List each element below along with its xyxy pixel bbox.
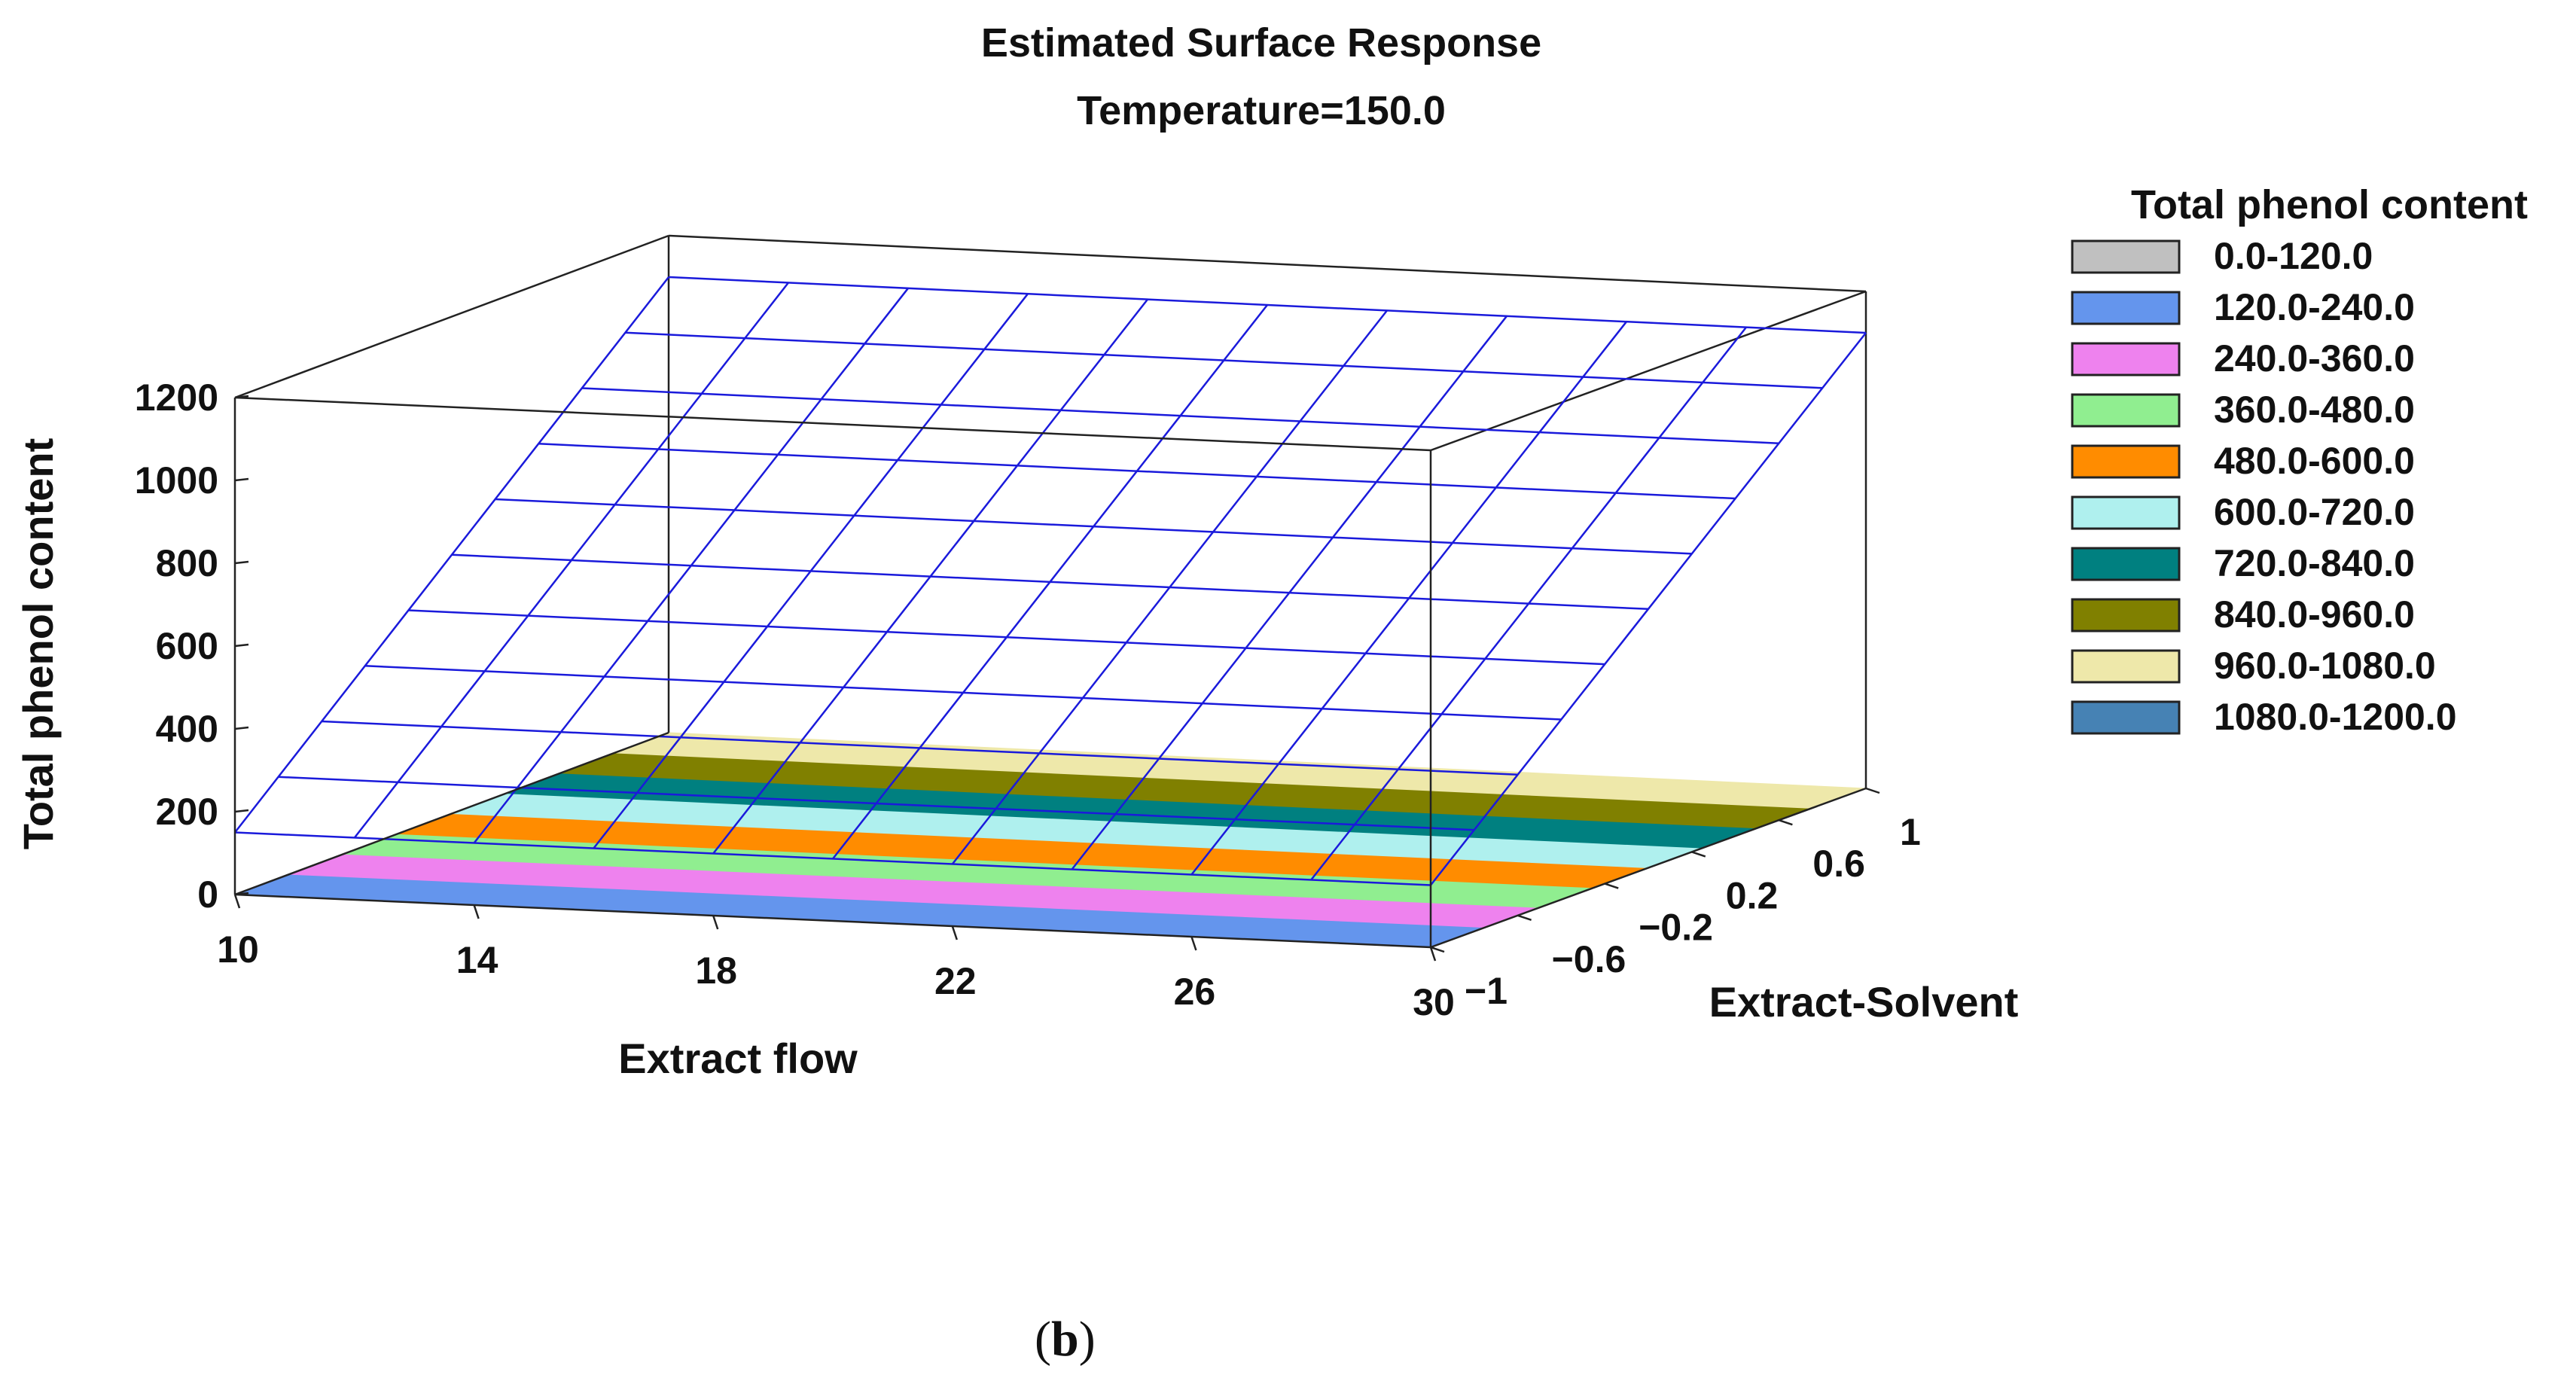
legend-swatch xyxy=(2071,342,2181,376)
figure-caption: (b) xyxy=(1035,1312,1096,1367)
box-edge xyxy=(1430,290,1867,452)
legend-swatch xyxy=(2071,547,2181,581)
y-tick xyxy=(1691,851,1706,858)
x-tick xyxy=(712,915,719,930)
y-tick xyxy=(1517,914,1532,921)
mesh-line xyxy=(408,609,1605,666)
x-tick-label: 22 xyxy=(934,960,977,1002)
plot-box-back xyxy=(234,234,1867,788)
surface-mesh xyxy=(234,276,1867,886)
mesh-line xyxy=(278,776,1474,831)
mesh-line xyxy=(625,331,1823,389)
z-tick-label: 200 xyxy=(156,791,218,833)
x-tick-label: 26 xyxy=(1174,971,1216,1013)
y-tick xyxy=(1604,882,1619,889)
z-tick-label: 0 xyxy=(197,873,218,916)
legend-swatch xyxy=(2071,239,2181,274)
z-tick xyxy=(234,560,249,565)
z-tick xyxy=(234,726,249,730)
z-tick xyxy=(234,395,249,399)
mesh-line xyxy=(538,443,1736,500)
y-tick-label: 0.6 xyxy=(1812,843,1865,885)
y-tick-label: 1 xyxy=(1900,811,1921,853)
x-tick-label: 30 xyxy=(1413,981,1455,1023)
legend-label: 120.0-240.0 xyxy=(2214,286,2415,328)
chart-title: Estimated Surface Response xyxy=(981,20,1541,66)
y-tick-label: −0.2 xyxy=(1639,907,1713,949)
z-tick xyxy=(234,477,249,482)
legend-swatch xyxy=(2071,649,2181,684)
box-edge xyxy=(1430,787,1867,949)
z-tick xyxy=(234,809,249,813)
legend-label: 840.0-960.0 xyxy=(2214,593,2415,636)
legend-swatch xyxy=(2071,598,2181,633)
y-tick-label: 0.2 xyxy=(1726,874,1779,916)
chart-subtitle: Temperature=150.0 xyxy=(1077,88,1446,133)
z-tick xyxy=(234,643,249,648)
x-axis-label: Extract flow xyxy=(618,1035,858,1082)
x-tick xyxy=(233,894,241,909)
x-tick xyxy=(1429,947,1437,962)
legend-swatch xyxy=(2071,700,2181,735)
axis-ticks: 0 200 400 600 800 1000 1200 10 14 18 22 26 30 −1 −0.6−… xyxy=(135,376,1921,1023)
y-tick-label: −1 xyxy=(1465,970,1507,1012)
x-tick xyxy=(951,925,958,940)
z-axis-label: Total phenol content xyxy=(14,438,62,849)
legend-label: 480.0-600.0 xyxy=(2214,440,2415,482)
mesh-line xyxy=(234,831,1431,886)
mesh-line xyxy=(234,276,669,834)
box-edge xyxy=(668,234,1867,293)
legend-swatch xyxy=(2071,393,2181,428)
y-axis-label: Extract-Solvent xyxy=(1709,978,2019,1026)
z-tick-label: 1000 xyxy=(135,459,218,501)
legend-swatch xyxy=(2071,495,2181,530)
legend-swatch xyxy=(2071,291,2181,325)
box-edge xyxy=(234,731,669,896)
legend-label: 0.0-120.0 xyxy=(2214,235,2373,277)
x-tick xyxy=(473,904,480,919)
box-edge xyxy=(234,893,1431,949)
legend-label: 360.0-480.0 xyxy=(2214,389,2415,431)
x-tick-label: 18 xyxy=(695,950,737,992)
x-tick xyxy=(1190,936,1197,951)
legend-swatch xyxy=(2071,444,2181,479)
y-tick xyxy=(1430,946,1445,953)
mesh-line xyxy=(322,720,1518,776)
y-tick xyxy=(1779,819,1793,826)
mesh-line xyxy=(364,665,1562,721)
x-tick-label: 14 xyxy=(456,939,498,981)
z-tick-label: 600 xyxy=(156,625,218,667)
y-tick xyxy=(1865,787,1880,794)
x-tick-label: 10 xyxy=(217,928,259,971)
box-edge xyxy=(234,396,1431,452)
legend-label: 720.0-840.0 xyxy=(2214,542,2415,584)
y-tick-label: −0.6 xyxy=(1552,938,1626,980)
z-tick-label: 400 xyxy=(156,708,218,750)
z-tick-label: 1200 xyxy=(135,376,218,419)
mesh-line xyxy=(451,553,1649,611)
z-tick-label: 800 xyxy=(156,542,218,584)
legend-label: 240.0-360.0 xyxy=(2214,337,2415,380)
mesh-line xyxy=(668,276,1867,334)
legend-label: 960.0-1080.0 xyxy=(2214,645,2436,687)
mesh-line xyxy=(581,387,1779,444)
mesh-line xyxy=(495,498,1692,555)
z-tick xyxy=(234,892,249,896)
legend-label: 1080.0-1200.0 xyxy=(2214,696,2457,738)
legend-label: 600.0-720.0 xyxy=(2214,491,2415,533)
contour-floor xyxy=(234,732,1867,948)
legend-title: Total phenol content xyxy=(2131,182,2528,227)
legend: 0.0-120.0 120.0-240.0 240.0-360.0 360.0-480… xyxy=(2071,235,2457,738)
box-edge xyxy=(234,234,669,399)
